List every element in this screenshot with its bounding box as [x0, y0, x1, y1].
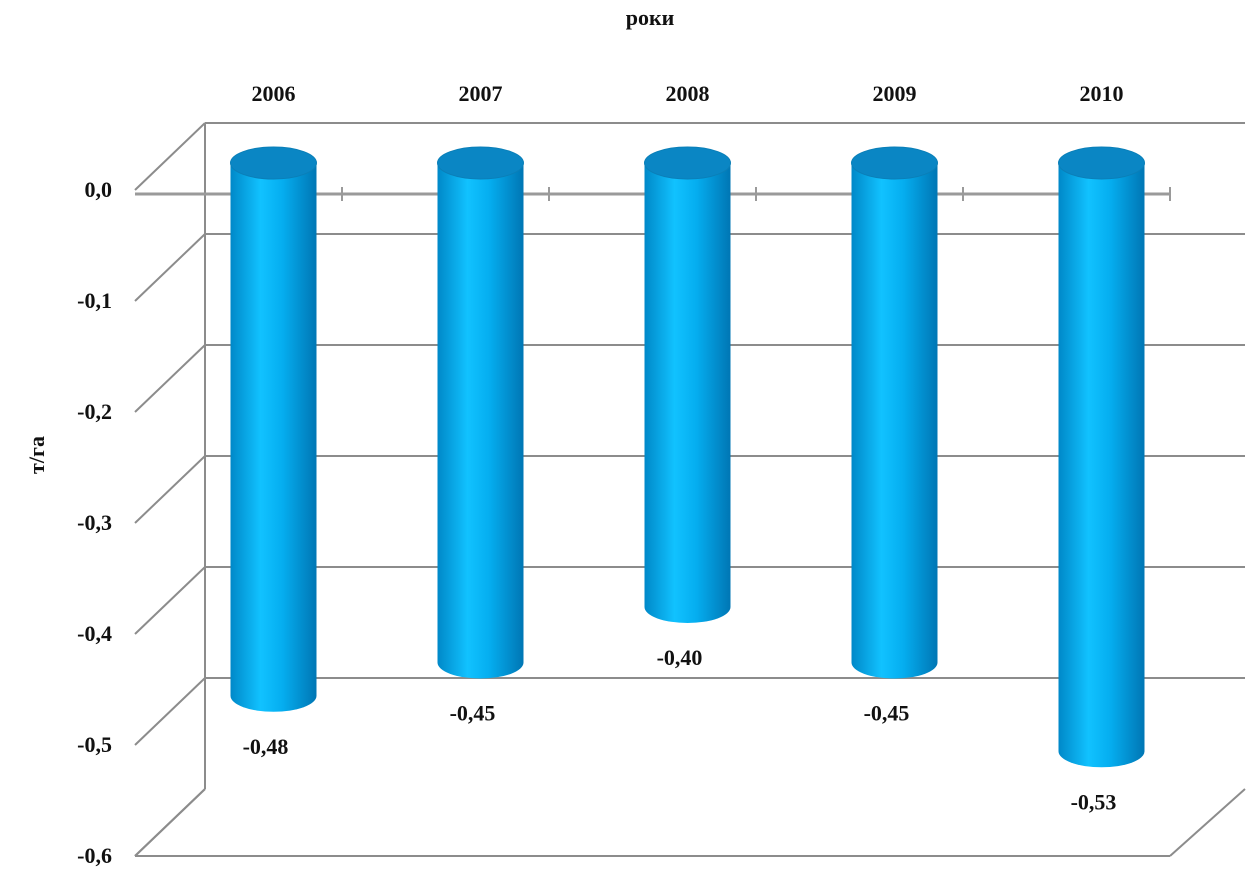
y-axis-tick-labels: 0,0 -0,1 -0,2 -0,3 -0,4 -0,5 -0,6	[77, 177, 112, 868]
bar-cap	[1058, 146, 1145, 180]
floor-right-edge	[1169, 788, 1246, 857]
x-tick-label: 2008	[666, 81, 710, 106]
bar-cap	[851, 146, 938, 180]
data-label: -0,48	[243, 734, 289, 759]
bar-2009	[851, 146, 938, 679]
x-axis-tick-labels: 2006 2007 2008 2009 2010	[252, 81, 1124, 106]
y-tick-label: 0,0	[85, 177, 113, 202]
y-tick-label: -0,5	[77, 732, 112, 757]
y-tick-label: -0,6	[77, 843, 112, 868]
bar-body	[230, 163, 317, 712]
gridline-side	[134, 344, 206, 413]
bar-cap	[644, 146, 731, 180]
bar-2008	[644, 146, 731, 623]
bars	[230, 146, 1145, 768]
bar-2007	[437, 146, 524, 679]
y-tick-label: -0,4	[77, 621, 112, 646]
data-label: -0,45	[864, 701, 910, 726]
bar-2010	[1058, 146, 1145, 768]
data-label: -0,53	[1071, 789, 1117, 814]
y-tick-label: -0,1	[77, 288, 112, 313]
bar-cap	[437, 146, 524, 180]
bar-2006	[230, 146, 317, 712]
data-label: -0,45	[450, 701, 496, 726]
y-tick-label: -0,2	[77, 399, 112, 424]
gridline-side	[134, 233, 206, 302]
data-label: -0,40	[657, 645, 703, 670]
gridline-side	[134, 122, 206, 191]
x-tick-label: 2006	[252, 81, 296, 106]
y-tick-label: -0,3	[77, 510, 112, 535]
bar-body	[644, 163, 731, 623]
bar-body	[1058, 163, 1145, 768]
x-tick-label: 2010	[1080, 81, 1124, 106]
x-tick-label: 2009	[873, 81, 917, 106]
gridline-side	[134, 566, 206, 635]
gridline-side	[134, 788, 206, 857]
bar-body	[851, 163, 938, 679]
x-axis-title: роки	[626, 5, 675, 30]
bar-cap	[230, 146, 317, 180]
bar-body	[437, 163, 524, 679]
data-labels: -0,48 -0,45 -0,40 -0,45 -0,53	[243, 645, 1117, 814]
y-axis-title: т/га	[24, 436, 49, 474]
x-tick-label: 2007	[459, 81, 503, 106]
gridline-side	[134, 677, 206, 746]
gridline-side	[134, 455, 206, 524]
